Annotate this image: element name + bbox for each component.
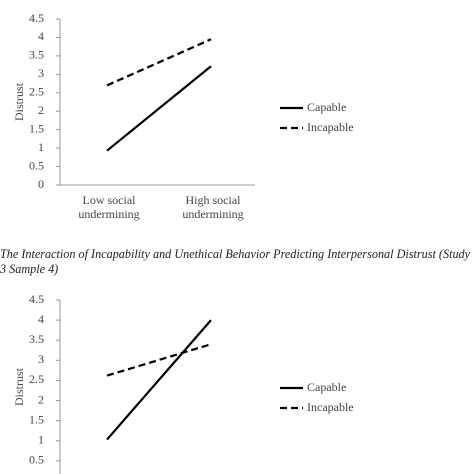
y-tick-label: 2 — [38, 392, 44, 406]
y-tick-label: 3.5 — [29, 332, 44, 346]
y-tick-label: 2 — [38, 103, 44, 117]
series-line — [106, 319, 212, 441]
y-tick-label: 2.5 — [29, 85, 44, 99]
legend-label: Capable — [307, 100, 346, 114]
y-tick-label: 0.5 — [29, 158, 44, 172]
series-line — [106, 65, 212, 152]
y-tick-label: 3 — [38, 352, 44, 366]
y-axis-label: Distrust — [12, 367, 26, 406]
y-tick-label: 4 — [38, 312, 44, 326]
series-line — [106, 38, 212, 87]
x-tick-label: Low social undermining — [78, 193, 140, 221]
y-tick-label: 4 — [38, 29, 44, 43]
legend-label: Capable — [307, 380, 346, 394]
y-axis-label: Distrust — [12, 82, 26, 121]
y-tick-label: 4.5 — [29, 292, 44, 306]
y-tick-label: 1.5 — [29, 121, 44, 135]
y-tick-label: 4.5 — [29, 11, 44, 25]
series-line — [106, 343, 212, 377]
y-tick-label: 2.5 — [29, 372, 44, 386]
y-tick-label: 1 — [38, 140, 44, 154]
y-tick-label: 0 — [38, 177, 44, 191]
legend-label: Incapable — [307, 120, 354, 134]
y-tick-label: 1.5 — [29, 412, 44, 426]
y-tick-label: 3.5 — [29, 48, 44, 62]
legend-label: Incapable — [307, 400, 354, 414]
y-tick-label: 1 — [38, 433, 44, 447]
caption: The Interaction of Incapability and Unet… — [0, 247, 471, 276]
x-tick-label: High social undermining — [182, 193, 244, 221]
y-tick-label: 3 — [38, 66, 44, 80]
y-tick-label: 0.5 — [29, 453, 44, 467]
